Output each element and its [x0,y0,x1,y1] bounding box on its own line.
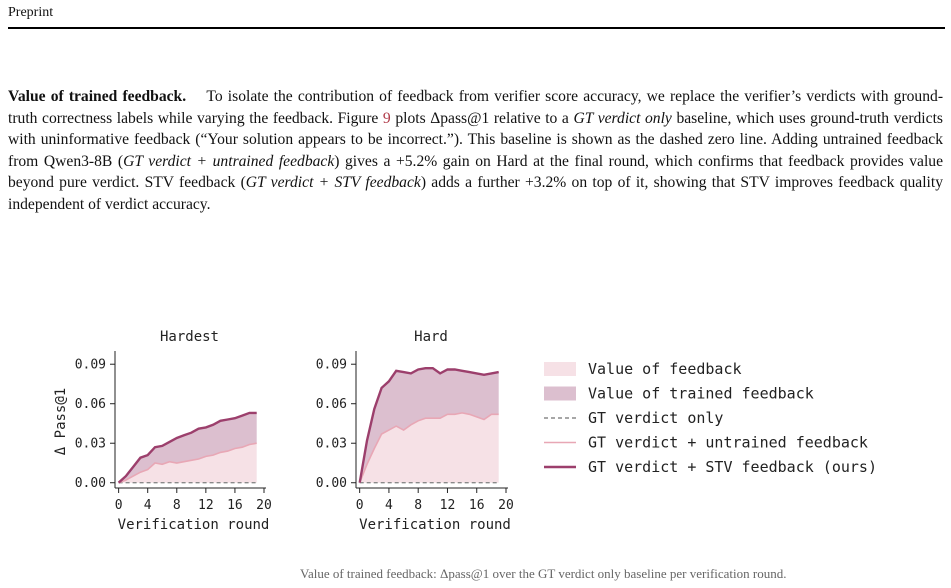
text-span: ) gives a +5.2% gain on Hard at the fina… [8,152,943,192]
value-of-trained-feedback-area [118,412,257,483]
x-tick-label: 20 [256,498,272,513]
running-header: Preprint [8,5,54,20]
legend-swatch-value-of-feedback [544,362,576,376]
legend-label-value-of-trained-feedback: Value of trained feedback [588,385,814,403]
value-of-feedback-area [359,412,499,483]
x-tick-label: 4 [144,498,152,513]
text-span: ) adds a further +3.2% on top of it, sho… [8,174,943,213]
y-tick-label: 0.00 [316,476,347,491]
figure-caption: Value of trained feedback: Δpass@1 over … [300,566,787,581]
emphasis-text: GT verdict only [573,109,672,127]
y-tick-label: 0.09 [316,358,347,373]
x-tick-label: 20 [498,498,514,513]
chart-title: Hardest [160,329,219,345]
y-tick-label: 0.03 [316,437,347,452]
y-tick-label: 0.03 [75,437,106,452]
chart-title: Hard [414,329,448,345]
legend-label-value-of-feedback: Value of feedback [588,360,742,378]
value-of-trained-feedback-area [359,368,499,483]
x-tick-label: 12 [440,498,456,513]
y-axis-label: Δ Pass@1 [53,388,69,455]
body-paragraph: Value of trained feedback. To isolate th… [8,86,943,216]
text-span: baseline, which uses ground-truth verdic… [8,109,943,170]
text-span: To isolate the contribution of feedback … [8,88,944,127]
legend-swatch-value-of-trained-feedback [544,386,576,401]
gt-untrained-feedback-line [118,442,257,484]
value-of-feedback-area [118,443,257,483]
figure-reference-link[interactable]: 9 [382,109,391,127]
x-tick-label: 8 [414,498,422,513]
gt-untrained-feedback-line [358,412,499,483]
gt-stv-feedback-line [117,411,257,484]
x-tick-label: 8 [173,498,181,513]
x-tick-label: 4 [385,498,393,513]
legend-label-gt-verdict-only: GT verdict only [588,409,723,427]
text-span: plots Δpass@1 relative to a [395,109,569,127]
header-rule [8,27,945,29]
x-tick-label: 0 [356,498,364,513]
y-tick-label: 0.06 [316,397,347,412]
y-tick-label: 0.09 [75,358,106,373]
x-tick-label: 16 [227,498,243,513]
legend-label-gt-stv: GT verdict + STV feedback (ours) [588,458,877,476]
gt-stv-feedback-line [358,367,499,483]
x-axis-label: Verification round [359,517,511,533]
x-tick-label: 16 [469,498,485,513]
x-axis-label: Verification round [118,517,270,533]
emphasis-text: GT verdict + STV feedback [245,174,421,192]
y-tick-label: 0.06 [75,397,106,412]
paragraph-heading: Value of trained feedback. [8,88,187,105]
x-tick-label: 12 [198,498,214,513]
legend-label-gt-untrained: GT verdict + untrained feedback [588,434,868,452]
y-tick-label: 0.00 [75,476,106,491]
emphasis-text: GT verdict + untrained feedback [123,152,335,170]
x-tick-label: 0 [115,498,123,513]
